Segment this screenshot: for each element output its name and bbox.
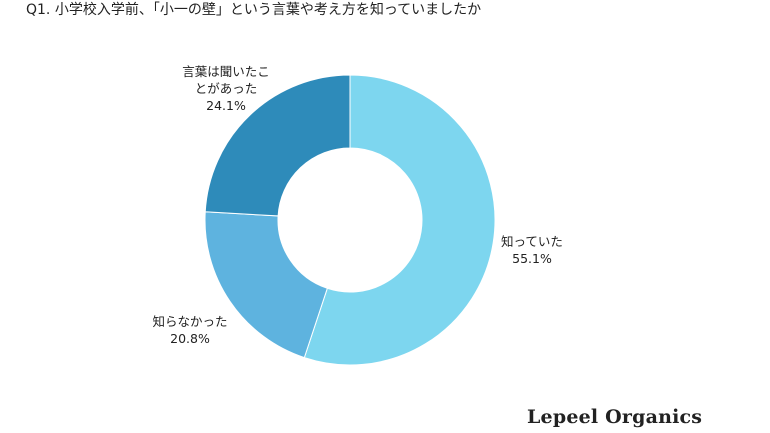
- slice-value-label: 55.1%: [512, 251, 552, 266]
- slice-category-label: 言葉は聞いたこ: [182, 64, 270, 79]
- slice-value-label: 20.8%: [170, 331, 210, 346]
- brand-logo-text: Lepeel Organics: [527, 406, 703, 428]
- slice-category-label: 知らなかった: [152, 314, 227, 329]
- donut-slice: [204, 211, 328, 359]
- slice-value-label: 24.1%: [206, 98, 246, 113]
- donut-slices: [204, 74, 496, 366]
- donut-slice: [303, 74, 496, 366]
- slice-category-label: 知っていた: [501, 234, 563, 249]
- chart-title: Q1. 小学校入学前、「小一の壁」という言葉や考え方を知っていましたか: [26, 2, 482, 18]
- slice-category-label: とがあった: [195, 81, 258, 96]
- donut-slice: [204, 74, 351, 217]
